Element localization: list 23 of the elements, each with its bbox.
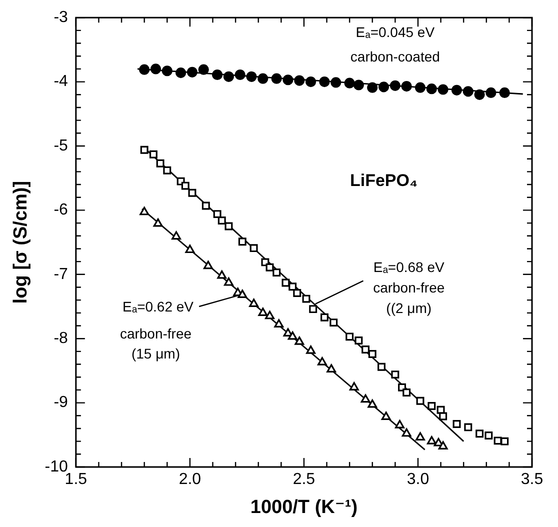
y-tick-label: -6 bbox=[54, 202, 68, 219]
annotation: (15 μm) bbox=[131, 346, 180, 362]
annotation: LiFePO₄ bbox=[350, 170, 418, 190]
annotation: carbon-free bbox=[373, 279, 445, 296]
y-axis-title: log [σ (S/cm)] bbox=[10, 180, 32, 304]
x-axis-title: 1000/T (K⁻¹) bbox=[250, 496, 358, 518]
annotation: Eₐ=0.045 eV bbox=[356, 24, 436, 40]
y-tick-label: -4 bbox=[54, 73, 68, 90]
y-tick-label: -8 bbox=[54, 330, 68, 348]
annotation: carbon-coated bbox=[350, 48, 440, 64]
y-tick-label: -3 bbox=[54, 9, 68, 26]
annotation: Eₐ=0.68 eV bbox=[373, 258, 446, 275]
y-tick-label: -9 bbox=[54, 394, 68, 412]
x-tick-label: 3.0 bbox=[406, 471, 430, 488]
annotation: carbon-free bbox=[120, 326, 192, 342]
x-tick-label: 1.5 bbox=[64, 471, 88, 488]
annotation: ((2 μm) bbox=[386, 300, 432, 316]
x-tick-label: 2.5 bbox=[292, 471, 316, 488]
y-tick-label: -7 bbox=[54, 266, 68, 283]
x-tick-label: 3.5 bbox=[520, 471, 544, 488]
x-tick-label: 2.0 bbox=[178, 471, 202, 488]
y-tick-label: -5 bbox=[54, 137, 68, 154]
annotation: Eₐ=0.62 eV bbox=[122, 298, 194, 315]
